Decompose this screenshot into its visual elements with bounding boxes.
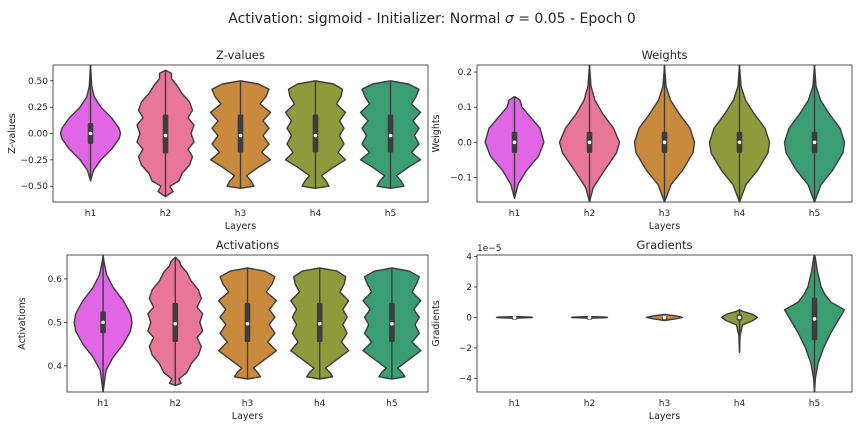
zvalues-axes-frame bbox=[52, 64, 429, 203]
gradients-xtick-label: h1 bbox=[509, 399, 520, 409]
activations-median-h5 bbox=[390, 321, 394, 326]
weights-ylabel: Weights bbox=[431, 114, 442, 152]
activations-xtick-label: h4 bbox=[314, 399, 326, 409]
activations-axes-frame bbox=[66, 254, 429, 393]
zvalues-xtick-label: h2 bbox=[160, 209, 171, 219]
weights-median-h2 bbox=[587, 140, 592, 145]
zvalues-median-h1 bbox=[88, 131, 93, 136]
gradients-panel: Gradients −4 −2 0 2 4 Gradients 1e−5 h1 h2 h3 h4 h5 L… bbox=[431, 238, 853, 422]
gradients-title: Gradients bbox=[636, 238, 692, 252]
zvalues-xtick-label: h3 bbox=[235, 209, 246, 219]
gradients-scale-offset-label: 1e−5 bbox=[477, 244, 502, 254]
zvalues-ytick-label: 0.00 bbox=[28, 130, 48, 140]
weights-xtick-label: h3 bbox=[659, 209, 670, 219]
gradients-median-h1 bbox=[512, 315, 517, 320]
gradients-axes-frame bbox=[476, 254, 853, 393]
gradients-median-h4 bbox=[737, 315, 742, 320]
activations-median-h3 bbox=[245, 321, 250, 326]
activations-xtick-label: h5 bbox=[386, 399, 397, 409]
zvalues-ytick-label: 0.50 bbox=[28, 77, 48, 87]
zvalues-median-h2 bbox=[163, 133, 168, 138]
activations-xtick-label: h2 bbox=[170, 399, 181, 409]
zvalues-iqr-box-h5 bbox=[387, 114, 394, 153]
zvalues-ylabel: Z-values bbox=[7, 113, 18, 153]
weights-axes-frame bbox=[476, 64, 853, 203]
zvalues-ytick-label: 0.25 bbox=[28, 103, 48, 113]
gradients-ytick-label: 0 bbox=[466, 313, 472, 323]
zvalues-median-h4 bbox=[313, 133, 318, 138]
zvalues-ytick-label: −0.25 bbox=[20, 156, 48, 166]
activations-ytick-label: 0.5 bbox=[48, 318, 62, 328]
zvalues-median-h5 bbox=[388, 133, 393, 138]
weights-median-h3 bbox=[662, 140, 667, 145]
gradients-xtick-label: h3 bbox=[659, 399, 670, 409]
zvalues-median-h3 bbox=[238, 133, 243, 138]
activations-ytick-label: 0.6 bbox=[48, 275, 63, 285]
activations-xtick-label: h3 bbox=[242, 399, 253, 409]
zvalues-ytick-label: −0.50 bbox=[20, 182, 48, 192]
gradients-ytick-label: −4 bbox=[459, 374, 473, 384]
weights-xtick-label: h5 bbox=[809, 209, 820, 219]
gradients-xtick-label: h2 bbox=[584, 399, 595, 409]
activations-title: Activations bbox=[216, 238, 280, 252]
gradients-ytick-label: −2 bbox=[459, 344, 472, 354]
subplot-grid: Z-values−0.50−0.250.000.250.50Z-valuesh1… bbox=[7, 48, 853, 422]
activations-ytick-label: 0.4 bbox=[48, 362, 63, 372]
zvalues-iqr-box-h3 bbox=[237, 114, 244, 153]
weights-ytick-label: 0.0 bbox=[458, 138, 473, 148]
weights-xtick-label: h2 bbox=[584, 209, 595, 219]
activations-xlabel: Layers bbox=[232, 411, 263, 422]
activations-xtick-label: h1 bbox=[97, 399, 108, 409]
gradients-median-h5 bbox=[812, 317, 817, 321]
gradients-xlabel: Layers bbox=[649, 411, 680, 422]
weights-median-h4 bbox=[737, 140, 742, 145]
gradients-xtick-label: h5 bbox=[809, 399, 820, 409]
zvalues-xtick-label: h1 bbox=[85, 209, 96, 219]
gradients-xtick-label: h4 bbox=[734, 399, 746, 409]
weights-ytick-label: −0.1 bbox=[450, 173, 472, 183]
weights-ytick-label: 0.2 bbox=[458, 68, 472, 78]
zvalues-panel: Z-values −0.50 −0.25 0.00 0.25 0.50 Z-values h1… bbox=[7, 48, 429, 232]
zvalues-xtick-label: h4 bbox=[310, 209, 322, 219]
weights-panel: Weights −0.1 0.0 0.1 0.2 Weights h1 h2 h3 h4 h5 Lay… bbox=[431, 48, 853, 232]
weights-xtick-label: h1 bbox=[509, 209, 520, 219]
weights-title: Weights bbox=[641, 48, 687, 62]
activations-median-h1 bbox=[101, 320, 105, 325]
activations-panel: Activations 0.4 0.5 0.6 Activations h1 h2 h3 h4 h… bbox=[17, 238, 429, 422]
gradients-median-h2 bbox=[587, 315, 592, 320]
gradients-ytick-label: 4 bbox=[466, 253, 472, 263]
weights-median-h1 bbox=[512, 140, 517, 145]
weights-ytick-label: 0.1 bbox=[458, 103, 472, 113]
weights-xlabel: Layers bbox=[649, 221, 680, 232]
activations-median-h4 bbox=[317, 321, 322, 326]
gradients-ytick-label: 2 bbox=[466, 283, 472, 293]
weights-xtick-label: h4 bbox=[734, 209, 746, 219]
activations-median-h2 bbox=[173, 321, 178, 326]
zvalues-title: Z-values bbox=[216, 48, 265, 62]
zvalues-xtick-label: h5 bbox=[385, 209, 396, 219]
zvalues-xlabel: Layers bbox=[225, 221, 256, 232]
activations-ylabel: Activations bbox=[17, 297, 28, 350]
gradients-median-h3 bbox=[662, 315, 667, 320]
gradients-ylabel: Gradients bbox=[431, 300, 442, 346]
weights-median-h5 bbox=[812, 140, 817, 145]
figure-suptitle: Activation: sigmoid - Initializer: Norma… bbox=[228, 11, 636, 27]
zvalues-iqr-box-h4 bbox=[312, 114, 319, 153]
